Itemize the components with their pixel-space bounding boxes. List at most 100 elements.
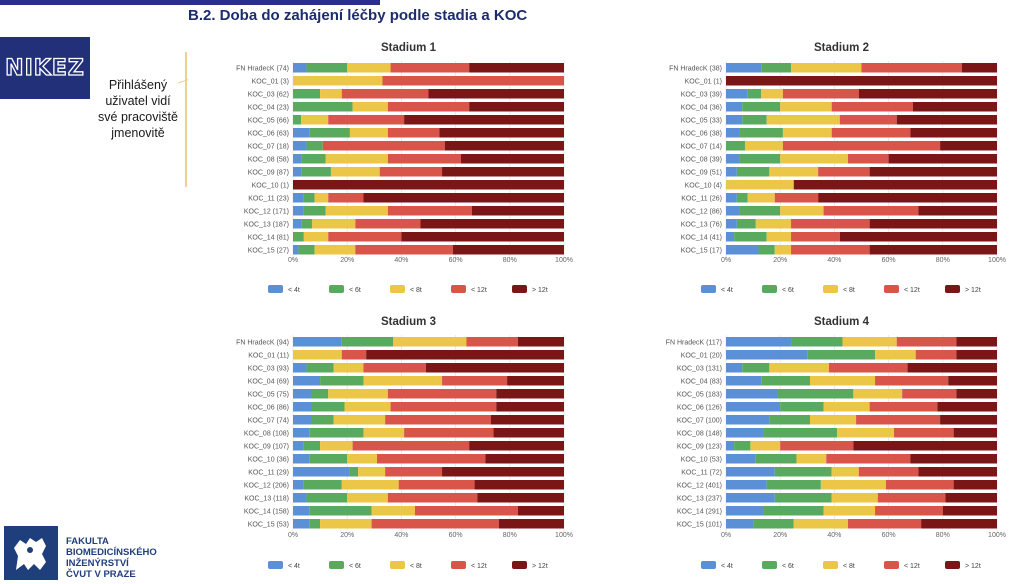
nikez-logo-text: NIKEZ [5,55,85,81]
bar-segment [352,102,388,112]
bar-segment [847,519,922,529]
bar-segment [858,89,997,99]
category-label: KOC_08 (148) [677,430,722,437]
category-label: KOC_14 (81) [248,234,289,241]
bar-segment [363,428,405,438]
bar-segment [937,402,997,412]
x-tick-label: 80% [936,532,950,539]
bar-segment [320,441,353,451]
x-tick-label: 60% [449,532,463,539]
legend-swatch [268,561,283,569]
bar-segment [726,76,997,86]
bar-segment [341,337,394,347]
bar-segment [818,193,997,203]
bar-segment [736,193,748,203]
bar-segment [325,154,388,164]
category-label: KOC_01 (11) [248,352,289,359]
category-label: KOC_05 (33) [681,117,722,124]
bar-segment [726,454,756,464]
legend-swatch [762,561,777,569]
bar-segment [293,337,342,347]
faculty-line: ČVUT V PRAZE [66,569,136,580]
category-label: KOC_15 (17) [681,247,722,254]
legend-swatch [762,285,777,293]
bar-segment [517,337,564,347]
bar-segment [875,376,949,386]
bar-segment [352,441,470,451]
category-label: KOC_09 (107) [244,443,289,450]
bar-segment [823,402,870,412]
bar-segment [442,376,508,386]
bar-segment [293,193,304,203]
x-tick-label: 60% [882,257,896,264]
bar-segment [777,389,854,399]
bar-segment [414,506,518,516]
bar-segment [355,219,421,229]
category-label: KOC_07 (14) [681,143,722,150]
bar-segment [896,337,957,347]
category-label: KOC_11 (26) [681,195,722,202]
bar-segment [726,519,754,529]
chart-title: Stadium 4 [814,316,870,328]
bar-segment [341,350,367,360]
x-tick-label: 100% [988,532,1006,539]
bar-segment [793,180,997,190]
bar-segment [387,389,497,399]
legend-swatch [390,285,405,293]
bar-segment [791,232,840,242]
legend-swatch [512,285,527,293]
bar-segment [828,363,908,373]
category-label: KOC_06 (63) [248,130,289,137]
x-tick-label: 80% [503,532,517,539]
bar-segment [791,63,862,73]
bar-segment [390,63,470,73]
bar-segment [293,350,342,360]
bar-segment [401,232,564,242]
bar-segment [831,128,911,138]
category-label: KOC_06 (38) [681,130,722,137]
bar-segment [306,363,334,373]
bar-segment [739,154,781,164]
bar-segment [888,154,997,164]
category-label: KOC_05 (66) [248,117,289,124]
bar-segment [747,193,775,203]
bar-segment [293,467,350,477]
category-label: KOC_13 (187) [244,221,289,228]
bar-segment [293,63,307,73]
bar-segment [726,467,775,477]
bar-segment [793,519,848,529]
bar-segment [293,245,299,255]
bar-segment [293,232,304,242]
legend-label: < 8t [410,287,422,294]
bar-segment [918,467,997,477]
bar-segment [293,154,302,164]
bar-segment [766,115,840,125]
bar-segment [877,493,946,503]
bar-segment [293,167,302,177]
bar-segment [347,63,391,73]
legend-swatch [945,285,960,293]
bar-segment [341,89,429,99]
bar-segment [910,454,997,464]
bar-segment [726,219,737,229]
legend-label: > 12t [532,563,548,570]
category-label: KOC_15 (27) [248,247,289,254]
bar-segment [953,428,997,438]
bar-segment [390,402,497,412]
bar-segment [404,428,494,438]
faculty-line: INŽENÝRSTVÍ [66,558,129,569]
x-tick-label: 20% [773,532,787,539]
bar-segment [736,167,770,177]
bar-segment [774,193,819,203]
bar-segment [761,63,792,73]
bar-segment [726,402,781,412]
bar-segment [311,402,345,412]
bar-segment [298,245,315,255]
bar-segment [842,337,897,347]
bar-segment [796,454,827,464]
bar-segment [726,506,764,516]
category-label: KOC_10 (36) [248,456,289,463]
x-tick-label: 0% [721,532,731,539]
bar-segment [747,89,762,99]
